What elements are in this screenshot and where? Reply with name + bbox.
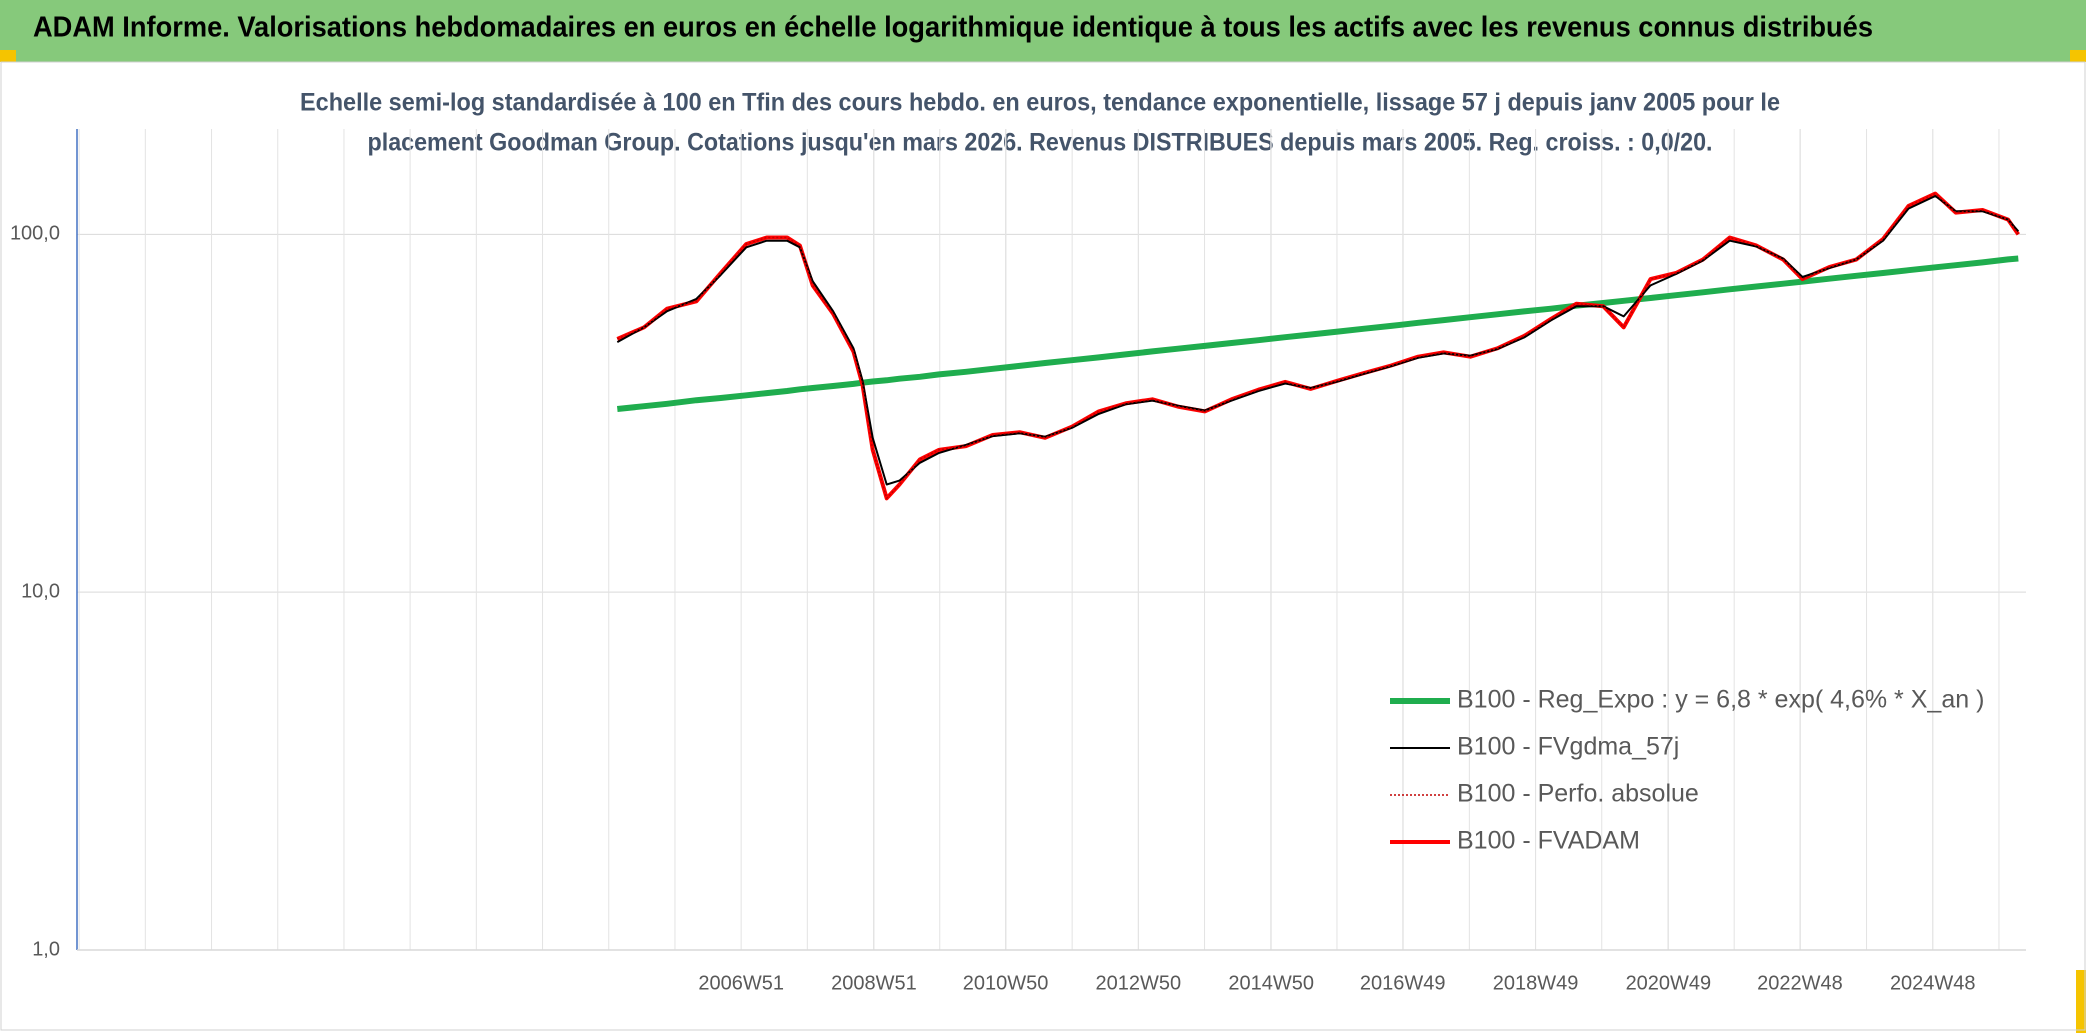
x-tick-label: 2024W48 <box>1890 972 1976 994</box>
x-tick-label: 2016W49 <box>1360 972 1446 994</box>
y-tick-label: 100,0 <box>10 223 60 245</box>
x-tick-label: 2022W48 <box>1757 972 1843 994</box>
x-tick-label: 2010W50 <box>963 972 1049 994</box>
title-bar <box>0 0 2086 62</box>
series-line <box>616 195 2020 486</box>
legend-label: B100 - FVADAM <box>1457 827 1640 855</box>
corner-mark <box>2070 50 2086 62</box>
subtitle: placement Goodman Group. Cotations jusqu… <box>368 129 1713 157</box>
series-line <box>616 192 2019 500</box>
corner-mark <box>2076 970 2086 1033</box>
plot <box>616 191 2020 501</box>
x-tick-label: 2020W49 <box>1626 972 1712 994</box>
legend-label: B100 - Reg_Expo : y = 6,8 * exp( 4,6% * … <box>1457 686 1984 714</box>
y-tick-label: 10,0 <box>21 580 60 602</box>
legend-label: B100 - FVgdma_57j <box>1457 733 1679 761</box>
x-tick-label: 2012W50 <box>1096 972 1182 994</box>
corner-mark <box>0 50 16 62</box>
x-tick-label: 2014W50 <box>1228 972 1314 994</box>
frame <box>0 61 2086 1031</box>
x-tick-label: 2008W51 <box>831 972 917 994</box>
series-line <box>616 191 2020 501</box>
subtitle: Echelle semi-log standardisée à 100 en T… <box>300 89 1780 117</box>
grid: 1,0 10,0 100,0 2006W51 2008W51 2010W50 2012W50… <box>10 129 2026 994</box>
legend-label: B100 - Perfo. absolue <box>1457 780 1699 808</box>
chart-title: ADAM Informe. Valorisations hebdomadaire… <box>33 12 1873 44</box>
legend: B100 - Reg_Expo : y = 6,8 * exp( 4,6% * … <box>1390 686 1984 855</box>
x-tick-label: 2006W51 <box>698 972 784 994</box>
y-tick-label: 1,0 <box>32 938 60 960</box>
series-line <box>616 255 2019 412</box>
x-tick-label: 2018W49 <box>1493 972 1579 994</box>
